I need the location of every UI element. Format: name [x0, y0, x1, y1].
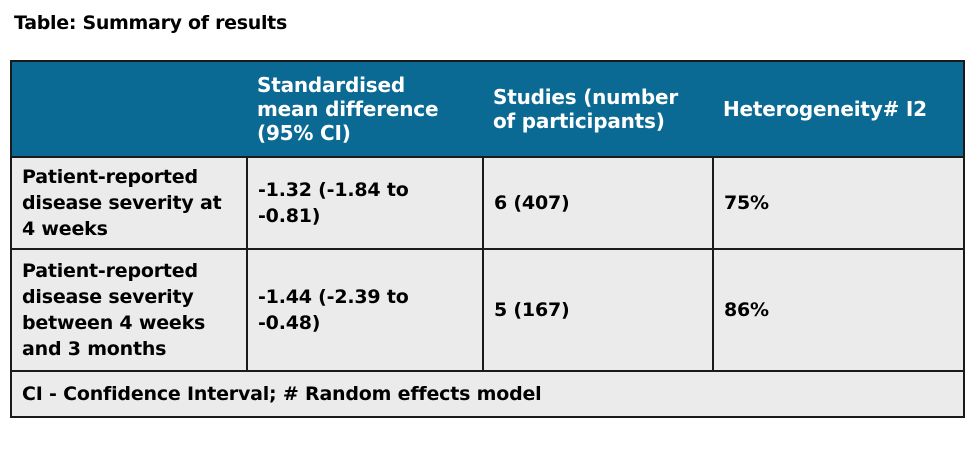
cell-heterogeneity: 75%	[712, 156, 965, 250]
header-outcome	[11, 61, 247, 157]
table-row: Patient-reported disease severity betwee…	[10, 248, 965, 372]
header-smd: Standardised mean difference (95% CI)	[247, 61, 483, 157]
cell-outcome: Patient-reported disease severity betwee…	[10, 248, 248, 372]
table-footnote: CI - Confidence Interval; # Random effec…	[10, 370, 965, 418]
header-studies: Studies (number of participants)	[483, 61, 713, 157]
cell-smd: -1.32 (-1.84 to -0.81)	[246, 156, 484, 250]
cell-smd: -1.44 (-2.39 to -0.48)	[246, 248, 484, 372]
cell-outcome: Patient-reported disease severity at 4 w…	[10, 156, 248, 250]
cell-heterogeneity: 86%	[712, 248, 965, 372]
header-heterogeneity: Heterogeneity# I2	[713, 61, 964, 157]
header-row: Standardised mean difference (95% CI) St…	[11, 61, 964, 157]
cell-studies: 5 (167)	[482, 248, 714, 372]
results-table: Standardised mean difference (95% CI) St…	[10, 60, 965, 418]
table-row: Patient-reported disease severity at 4 w…	[10, 156, 965, 250]
cell-studies: 6 (407)	[482, 156, 714, 250]
footnote-row: CI - Confidence Interval; # Random effec…	[10, 370, 965, 418]
table-caption: Table: Summary of results	[14, 12, 287, 34]
